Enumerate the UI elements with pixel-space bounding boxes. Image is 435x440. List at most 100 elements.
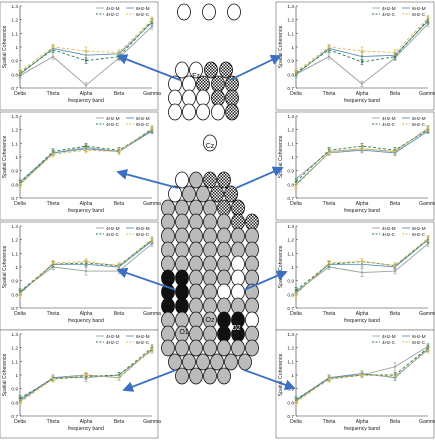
data-point [426, 242, 430, 245]
y-tick-label: 1.3 [287, 224, 294, 230]
x-tick-label: Alpha [356, 91, 369, 97]
electrode [175, 339, 189, 357]
series-line [19, 239, 153, 295]
data-point [360, 50, 364, 53]
x-tick-label: Theta [323, 91, 336, 97]
region-arrow [122, 369, 177, 392]
y-tick-label: 0.8 [287, 182, 294, 188]
electrode [245, 339, 259, 357]
y-tick-label: 0.8 [11, 72, 18, 78]
x-tick-label: Gamma [143, 311, 161, 317]
y-tick-label: 1.1 [287, 251, 294, 257]
data-point [84, 149, 88, 152]
x-axis-label: frequency band [344, 208, 380, 214]
data-point [294, 180, 298, 183]
x-axis-label: frequency band [68, 208, 104, 214]
data-point [51, 378, 55, 381]
panel-frame [275, 1, 435, 111]
electrode [189, 367, 203, 385]
data-point [51, 45, 55, 49]
electrode [224, 353, 238, 371]
electrode [175, 61, 189, 79]
data-point [393, 264, 397, 267]
y-axis-label: Spatial Coherence [2, 26, 8, 69]
x-axis-label: frequency band [68, 426, 104, 432]
legend-label: 6Hz-C [136, 232, 150, 237]
x-tick-label: Gamma [143, 419, 161, 425]
series-line [295, 350, 429, 403]
electrode [217, 339, 231, 357]
data-point [426, 17, 430, 20]
y-axis-label: Spatial Coherence [278, 246, 284, 289]
data-point [360, 271, 364, 274]
electrode-label-o2: O2 [231, 325, 240, 332]
x-axis-label: frequency band [344, 426, 380, 432]
y-tick-label: 1.1 [11, 141, 18, 147]
series-line [19, 129, 153, 184]
series-line [19, 19, 153, 72]
legend-label: 6Hz-M [412, 226, 426, 231]
chart-right-3: 0.7 0.8 0.9 1 1.1 1.2 1.3 Delta Theta Alpha Beta Ga… [275, 221, 435, 331]
x-tick-label: Theta [47, 311, 60, 317]
legend-label: 4Hz-M [106, 116, 120, 121]
region-arrow [116, 169, 179, 189]
data-point [18, 70, 22, 73]
electrode [189, 61, 203, 79]
chart-right-2: 0.7 0.8 0.9 1 1.1 1.2 1.3 Delta Theta Alpha Beta Ga… [275, 111, 435, 221]
y-tick-label: 0.7 [287, 414, 294, 420]
y-axis-label: Spatial Coherence [2, 354, 8, 397]
y-tick-label: 0.9 [287, 169, 294, 175]
x-tick-label: Beta [114, 419, 125, 425]
series-line [295, 127, 429, 187]
x-tick-label: Theta [323, 311, 336, 317]
data-point [18, 397, 22, 400]
data-point [84, 270, 88, 273]
data-point [51, 261, 55, 264]
x-tick-label: Gamma [419, 91, 435, 97]
region-arrow [116, 267, 177, 291]
y-tick-label: 1 [15, 45, 18, 51]
electrode [175, 171, 189, 189]
data-point [294, 401, 298, 404]
region-arrow [243, 369, 296, 391]
legend-label: 6Hz-M [412, 334, 426, 339]
y-tick-label: 1.3 [287, 4, 294, 10]
electrode [210, 185, 224, 203]
electrode [238, 353, 252, 371]
electrode [161, 339, 175, 357]
data-point [51, 153, 55, 156]
chart-left-2: 0.7 0.8 0.9 1 1.1 1.2 1.3 Delta Theta Alpha Beta Ga… [0, 111, 161, 221]
electrode [196, 103, 210, 121]
panel-frame [275, 111, 435, 221]
electrode-cz [203, 134, 217, 152]
y-tick-label: 1.2 [287, 18, 294, 24]
data-point [294, 184, 298, 187]
electrode [182, 103, 196, 121]
x-tick-label: Alpha [356, 201, 369, 207]
data-point [150, 18, 154, 21]
data-point [51, 55, 55, 58]
y-tick-label: 0.7 [11, 306, 18, 312]
data-point [84, 50, 88, 53]
x-tick-label: Beta [390, 311, 401, 317]
data-point [117, 150, 121, 153]
data-point [360, 260, 364, 263]
x-tick-label: Delta [14, 311, 26, 317]
electrode-montage [161, 3, 259, 385]
legend-label: 6Hz-M [136, 334, 150, 339]
electrode [217, 367, 231, 385]
y-tick-label: 1.1 [287, 31, 294, 37]
y-tick-label: 0.7 [11, 86, 18, 92]
data-point [393, 51, 397, 54]
x-axis-label: frequency band [68, 98, 104, 104]
legend-label: 4Hz-C [106, 122, 120, 127]
y-tick-label: 0.9 [11, 169, 18, 175]
electrode [168, 353, 182, 371]
y-tick-label: 1 [15, 265, 18, 271]
data-point [18, 183, 22, 186]
data-point [426, 127, 430, 130]
electrode [196, 353, 210, 371]
legend: 4Hz-M 6Hz-M 4Hz-C 6Hz-C [96, 226, 150, 237]
x-tick-label: Beta [114, 201, 125, 207]
